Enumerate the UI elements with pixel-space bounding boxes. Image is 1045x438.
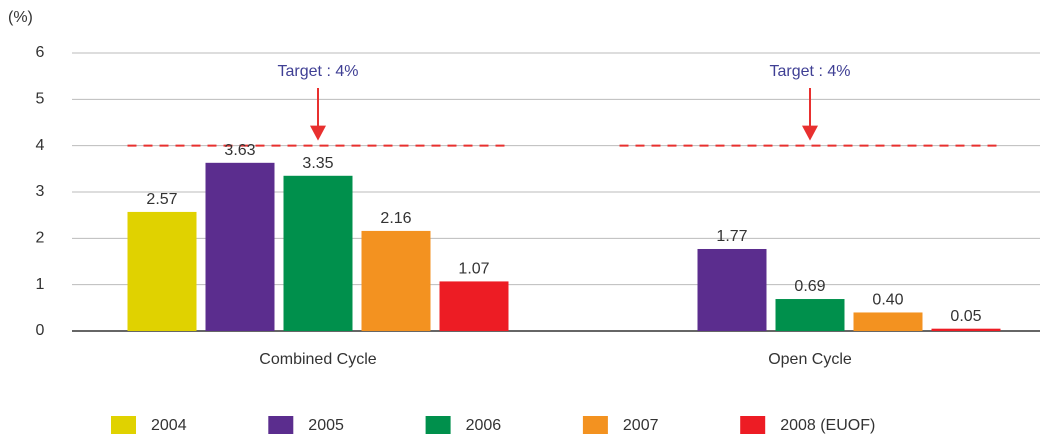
- x-tick-label: Open Cycle: [768, 351, 852, 368]
- target-arrow-head: [310, 125, 326, 141]
- y-unit: (%): [8, 9, 33, 26]
- value-label: 2.57: [146, 191, 177, 208]
- y-tick-label: 4: [36, 137, 45, 154]
- y-tick-label: 5: [36, 91, 45, 108]
- y-tick-label: 1: [36, 276, 45, 293]
- value-label: 0.40: [872, 292, 903, 309]
- value-label: 0.05: [950, 308, 981, 325]
- y-tick-label: 0: [36, 322, 45, 339]
- bar: [931, 328, 1001, 331]
- target-label: Target : 4%: [278, 63, 359, 80]
- legend-swatch: [425, 416, 451, 434]
- value-label: 3.63: [224, 142, 255, 159]
- legend-label: 2008 (EUOF): [780, 417, 875, 434]
- target-arrow-head: [802, 125, 818, 141]
- bar: [439, 281, 509, 331]
- bar: [361, 230, 431, 331]
- target-label: Target : 4%: [770, 63, 851, 80]
- bar: [127, 211, 197, 331]
- bar: [697, 248, 767, 331]
- legend-label: 2005: [308, 417, 344, 434]
- legend-swatch: [111, 416, 136, 434]
- legend-label: 2007: [623, 417, 659, 434]
- value-label: 2.16: [380, 210, 411, 227]
- bar: [205, 162, 275, 331]
- legend-swatch: [740, 416, 766, 434]
- bar: [775, 299, 845, 331]
- legend-label: 2004: [151, 417, 187, 434]
- value-label: 3.35: [302, 155, 333, 172]
- value-label: 0.69: [794, 278, 825, 295]
- y-tick-label: 3: [36, 183, 45, 200]
- bar: [283, 175, 353, 331]
- x-tick-label: Combined Cycle: [259, 351, 376, 368]
- value-label: 1.77: [716, 228, 747, 245]
- legend-swatch: [582, 416, 608, 434]
- value-label: 1.07: [458, 261, 489, 278]
- bar: [853, 312, 923, 331]
- y-tick-label: 2: [36, 230, 45, 247]
- legend-label: 2006: [466, 417, 502, 434]
- legend-swatch: [268, 416, 294, 434]
- y-tick-label: 6: [36, 44, 45, 61]
